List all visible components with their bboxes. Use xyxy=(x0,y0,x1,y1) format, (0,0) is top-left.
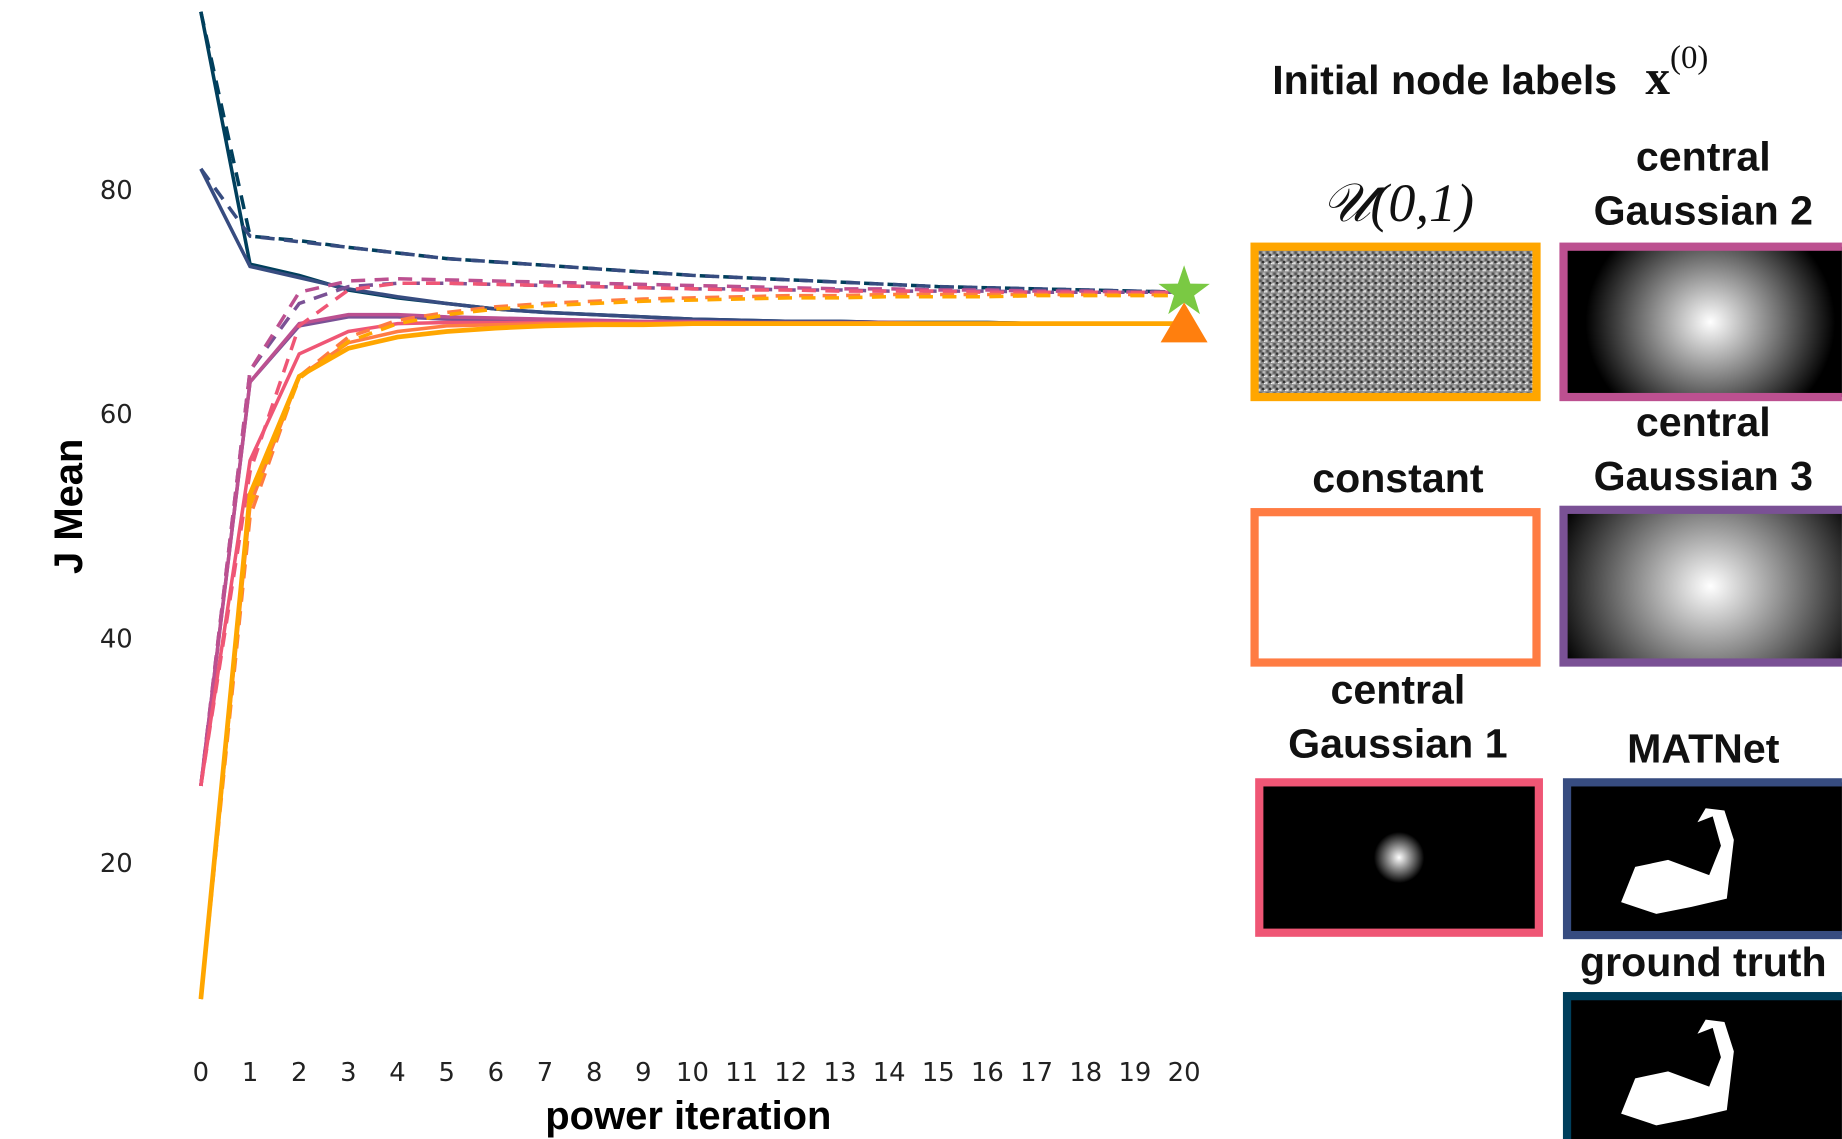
x-tick-label: 18 xyxy=(1069,1058,1102,1088)
legend-label: MATNet xyxy=(1627,725,1780,772)
x-tick-label: 11 xyxy=(725,1058,758,1088)
series-line xyxy=(198,321,1185,1000)
series-line xyxy=(199,321,1185,1000)
thumb xyxy=(1562,778,1842,940)
legend-label: central Gaussian 1 xyxy=(1288,667,1508,768)
series-line xyxy=(199,312,1185,787)
legend-label: constant xyxy=(1312,455,1484,502)
series-line-dashed xyxy=(199,292,1185,1000)
x-tick-label: 16 xyxy=(971,1058,1004,1088)
x-tick-label: 5 xyxy=(438,1058,454,1088)
x-tick-label: 8 xyxy=(586,1058,602,1088)
series-line xyxy=(199,320,1185,787)
x-tick-label: 1 xyxy=(242,1058,258,1088)
x-tick-label: 13 xyxy=(824,1058,857,1088)
legend-title-text: Initial node labels xyxy=(1272,57,1618,104)
thumb xyxy=(1562,992,1842,1139)
x-tick-label: 7 xyxy=(537,1058,553,1088)
legend-label: ground truth xyxy=(1580,939,1827,986)
x-tick-label: 19 xyxy=(1118,1058,1151,1088)
swan xyxy=(1621,1019,1734,1126)
series-line-dashed xyxy=(199,11,1185,294)
thumb xyxy=(1250,242,1541,402)
legend-label: central Gaussian 3 xyxy=(1593,399,1814,500)
thumb xyxy=(1559,242,1842,402)
x-tick-label: 6 xyxy=(488,1058,504,1088)
x-tick-label: 10 xyxy=(676,1058,709,1088)
x-tick-label: 20 xyxy=(1168,1058,1201,1088)
series-line-dashed xyxy=(199,167,1185,294)
thumb xyxy=(1559,505,1842,667)
y-axis-title: J Mean xyxy=(47,439,91,574)
x-tick-label: 9 xyxy=(635,1058,651,1088)
x-tick-label: 2 xyxy=(291,1058,307,1088)
legend-title: Initial node labels x(0) xyxy=(1272,40,1708,107)
x-tick-label: 0 xyxy=(193,1058,209,1088)
legend-symbol: x xyxy=(1645,51,1671,106)
series-line-dashed xyxy=(199,276,1185,787)
x-tick-label: 3 xyxy=(340,1058,356,1088)
x-tick-label: 14 xyxy=(873,1058,906,1088)
thumb xyxy=(1255,778,1543,937)
series-line-dashed xyxy=(199,293,1185,1000)
x-axis-title: power iteration xyxy=(545,1094,831,1138)
thumb xyxy=(1250,508,1541,667)
series-line-dashed xyxy=(199,281,1185,787)
x-tick-label: 17 xyxy=(1020,1058,1053,1088)
series-line-dashed xyxy=(199,281,1185,787)
legend-thumbnails xyxy=(1250,242,1842,1139)
swan xyxy=(1621,808,1734,914)
marker-triangle xyxy=(1160,302,1208,343)
legend-superscript: (0) xyxy=(1670,39,1709,77)
series-line xyxy=(199,315,1185,787)
legend-label: central Gaussian 2 xyxy=(1593,133,1814,234)
x-tick-label: 4 xyxy=(389,1058,405,1088)
y-tick-label: 80 xyxy=(100,176,133,206)
x-tick-label: 12 xyxy=(774,1058,807,1088)
x-tick-label: 15 xyxy=(922,1058,955,1088)
y-tick-label: 60 xyxy=(100,400,133,430)
y-tick-label: 40 xyxy=(100,625,133,655)
y-tick-label: 20 xyxy=(100,849,133,879)
marker-star xyxy=(1158,265,1210,315)
legend-label: 𝒰(0,1) xyxy=(1321,172,1474,233)
